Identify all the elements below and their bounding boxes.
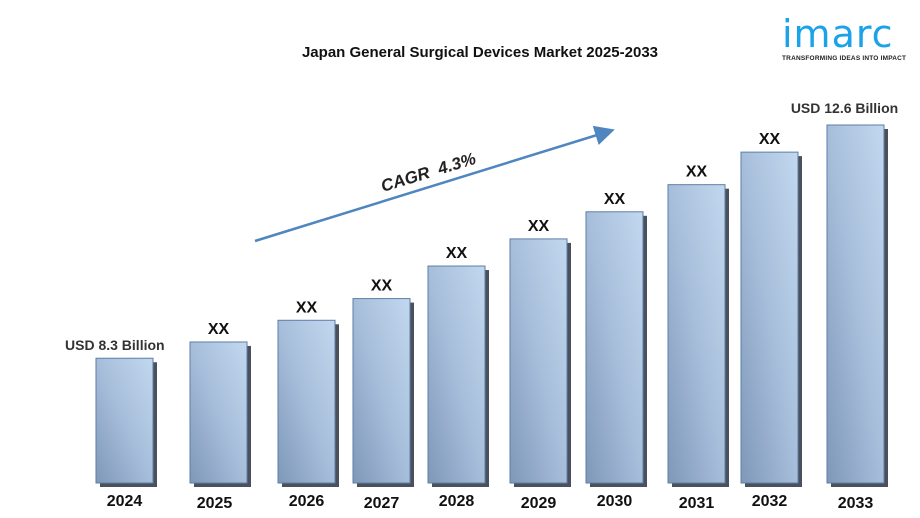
x-tick-label: 2029 bbox=[521, 495, 557, 512]
bar-2024 bbox=[95, 357, 154, 484]
x-tick-label: 2024 bbox=[107, 493, 143, 510]
data-label: XX bbox=[604, 191, 626, 208]
chart-title: Japan General Surgical Devices Market 20… bbox=[301, 44, 659, 61]
data-label: XX bbox=[446, 245, 468, 262]
bar-2027 bbox=[352, 298, 411, 484]
bar-2028 bbox=[427, 265, 486, 484]
bar-2031 bbox=[667, 184, 726, 484]
bar-2030 bbox=[585, 211, 644, 484]
x-tick-label: 2032 bbox=[752, 493, 788, 510]
data-label: XX bbox=[528, 218, 550, 235]
data-label: XX bbox=[759, 131, 781, 148]
bar-2033 bbox=[826, 124, 885, 484]
x-tick-label: 2030 bbox=[597, 493, 633, 510]
bar-2032 bbox=[740, 151, 799, 484]
cagr-arrow bbox=[254, 125, 615, 243]
x-tick-label: 2028 bbox=[439, 493, 475, 510]
x-tick-label: 2033 bbox=[838, 495, 874, 512]
data-label: XX bbox=[686, 164, 708, 181]
bar-2025 bbox=[189, 341, 248, 484]
logo-tagline: TRANSFORMING IDEAS INTO IMPACT bbox=[782, 55, 907, 62]
x-tick-label: 2026 bbox=[289, 493, 325, 510]
x-tick-label: 2031 bbox=[679, 495, 715, 512]
data-label: XX bbox=[371, 278, 393, 295]
bar-2029 bbox=[509, 238, 568, 484]
x-tick-label: 2027 bbox=[364, 495, 400, 512]
bar-2026 bbox=[277, 319, 336, 484]
cagr-label: CAGR 4.3% bbox=[379, 149, 479, 196]
data-label: XX bbox=[208, 321, 230, 338]
data-label: USD 8.3 Billion bbox=[65, 337, 165, 353]
x-tick-label: 2025 bbox=[197, 495, 233, 512]
data-label: USD 12.6 Billion bbox=[791, 100, 898, 116]
data-label: XX bbox=[296, 299, 318, 316]
logo-word: imarc bbox=[782, 12, 894, 56]
imarc-logo: imarc TRANSFORMING IDEAS INTO IMPACT bbox=[782, 14, 912, 62]
